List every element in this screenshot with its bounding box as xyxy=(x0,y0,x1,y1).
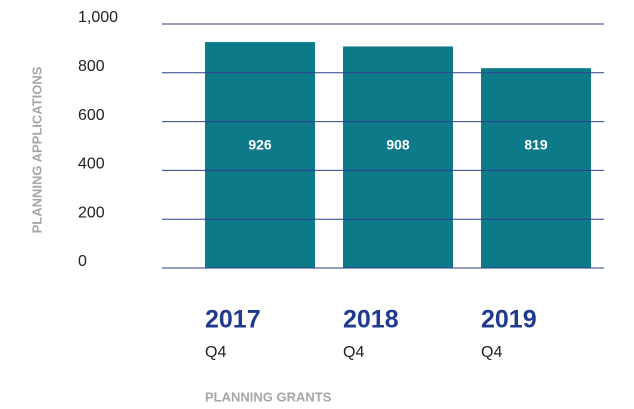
x-tick-sublabel: Q4 xyxy=(205,344,226,361)
y-tick-label: 600 xyxy=(78,107,105,124)
value-label: 926 xyxy=(248,137,272,153)
y-tick-label: 200 xyxy=(78,204,105,221)
bar xyxy=(481,68,591,268)
y-tick-label: 0 xyxy=(78,253,87,270)
x-tick-label: 2018 xyxy=(343,306,399,334)
y-axis-label: PLANNING APPLICATIONS xyxy=(29,66,44,233)
x-tick-label: 2017 xyxy=(205,306,261,334)
value-label: 819 xyxy=(524,137,548,153)
value-label: 908 xyxy=(386,137,410,153)
y-tick-label: 1,000 xyxy=(78,9,118,26)
x-axis-label: PLANNING GRANTS xyxy=(205,389,332,404)
x-tick-sublabel: Q4 xyxy=(343,344,364,361)
bar xyxy=(343,46,453,268)
bar xyxy=(205,42,315,268)
x-tick-sublabel: Q4 xyxy=(481,344,502,361)
x-tick-label: 2019 xyxy=(481,306,537,334)
y-tick-label: 400 xyxy=(78,156,105,173)
y-tick-label: 800 xyxy=(78,58,105,75)
